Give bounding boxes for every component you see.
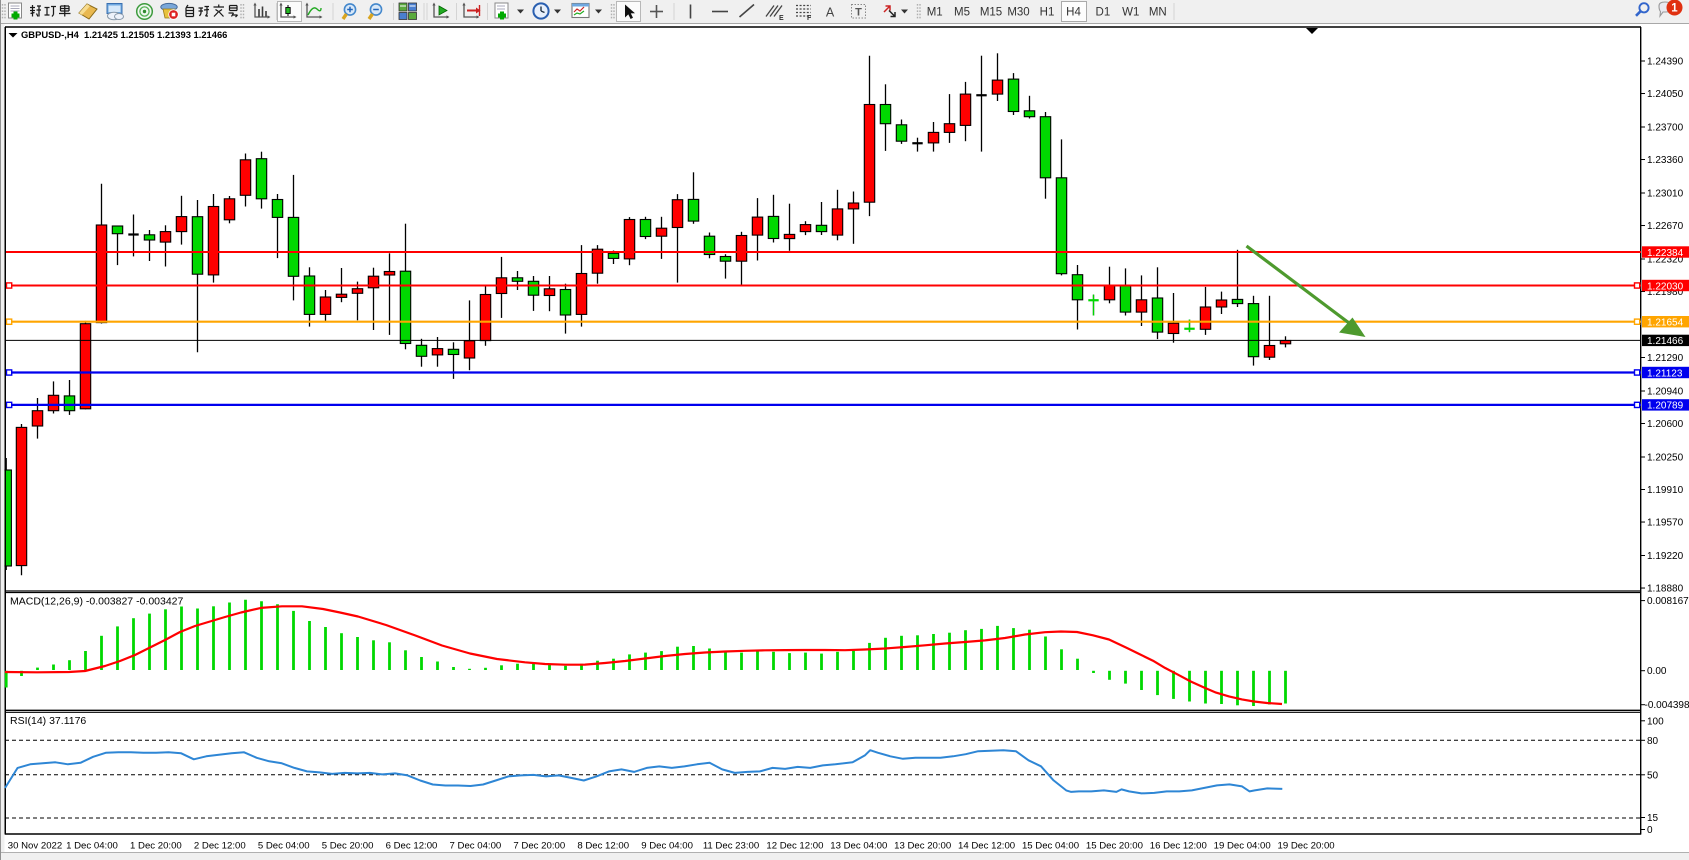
svg-text:30 Nov 2022: 30 Nov 2022	[8, 841, 62, 852]
svg-text:16 Dec 12:00: 16 Dec 12:00	[1150, 841, 1207, 852]
svg-text:A: A	[826, 6, 835, 20]
svg-text:M5: M5	[954, 7, 970, 19]
svg-text:14 Dec 12:00: 14 Dec 12:00	[958, 841, 1015, 852]
svg-text:1.22320: 1.22320	[1647, 254, 1684, 265]
svg-text:7 Dec 04:00: 7 Dec 04:00	[450, 841, 502, 852]
svg-text:5 Dec 20:00: 5 Dec 20:00	[322, 841, 374, 852]
svg-text:11 Dec 23:00: 11 Dec 23:00	[703, 841, 759, 852]
svg-text:13 Dec 20:00: 13 Dec 20:00	[894, 841, 951, 852]
svg-text:2 Dec 12:00: 2 Dec 12:00	[194, 841, 246, 852]
svg-text:12 Dec 12:00: 12 Dec 12:00	[766, 841, 823, 852]
svg-text:1.18880: 1.18880	[1647, 584, 1684, 595]
svg-text:6 Dec 12:00: 6 Dec 12:00	[386, 841, 438, 852]
svg-text:1.21290: 1.21290	[1647, 353, 1684, 364]
svg-text:7 Dec 20:00: 7 Dec 20:00	[513, 841, 565, 852]
svg-text:1.20789: 1.20789	[1647, 401, 1684, 412]
svg-text:5 Dec 04:00: 5 Dec 04:00	[258, 841, 310, 852]
svg-text:1.21654: 1.21654	[1647, 318, 1684, 329]
svg-text:1.20600: 1.20600	[1647, 419, 1684, 430]
svg-text:1.23700: 1.23700	[1647, 122, 1684, 133]
svg-text:100: 100	[1647, 716, 1664, 727]
svg-text:RSI(14) 37.1176: RSI(14) 37.1176	[10, 715, 86, 727]
svg-text:13 Dec 04:00: 13 Dec 04:00	[830, 841, 887, 852]
svg-text:1.21980: 1.21980	[1647, 287, 1684, 298]
svg-text:F: F	[807, 15, 812, 22]
svg-text:1: 1	[1671, 3, 1678, 15]
svg-text:E: E	[779, 15, 784, 22]
svg-text:1.20940: 1.20940	[1647, 386, 1684, 397]
svg-text:W1: W1	[1122, 7, 1139, 19]
svg-text:1.23360: 1.23360	[1647, 155, 1684, 166]
svg-text:1.21466: 1.21466	[1647, 336, 1684, 347]
svg-text:1.22384: 1.22384	[1647, 248, 1684, 259]
svg-text:1.24050: 1.24050	[1647, 89, 1684, 100]
svg-text:M1: M1	[927, 7, 943, 19]
svg-text:1 Dec 20:00: 1 Dec 20:00	[130, 841, 182, 852]
svg-text:GBPUSD-,H4 1.21425 1.21505 1.: GBPUSD-,H4 1.21425 1.21505 1.21393 1.214…	[21, 29, 227, 40]
svg-text:8 Dec 12:00: 8 Dec 12:00	[577, 841, 629, 852]
svg-text:0.008167: 0.008167	[1647, 596, 1689, 607]
svg-text:1.21123: 1.21123	[1647, 368, 1683, 379]
svg-text:MACD(12,26,9) -0.003827 -0.003: MACD(12,26,9) -0.003827 -0.003427	[10, 596, 184, 608]
svg-text:1.19570: 1.19570	[1647, 518, 1684, 529]
svg-text:-0.004398: -0.004398	[1645, 700, 1689, 711]
svg-text:19 Dec 20:00: 19 Dec 20:00	[1278, 841, 1335, 852]
svg-text:H1: H1	[1040, 7, 1055, 19]
svg-text:M30: M30	[1007, 7, 1029, 19]
svg-text:1.24390: 1.24390	[1647, 57, 1684, 68]
svg-text:1.22030: 1.22030	[1647, 281, 1684, 292]
svg-text:15 Dec 20:00: 15 Dec 20:00	[1086, 841, 1143, 852]
svg-text:0.00: 0.00	[1647, 666, 1667, 677]
svg-text:M15: M15	[980, 7, 1002, 19]
svg-text:1.22670: 1.22670	[1647, 221, 1684, 232]
svg-text:19 Dec 04:00: 19 Dec 04:00	[1214, 841, 1271, 852]
svg-text:D1: D1	[1096, 7, 1111, 19]
svg-text:50: 50	[1647, 770, 1659, 781]
svg-text:1.19910: 1.19910	[1647, 485, 1684, 496]
svg-text:MN: MN	[1149, 7, 1167, 19]
svg-text:80: 80	[1647, 736, 1659, 747]
svg-text:9 Dec 04:00: 9 Dec 04:00	[641, 841, 693, 852]
svg-text:15 Dec 04:00: 15 Dec 04:00	[1022, 841, 1079, 852]
svg-text:T: T	[855, 7, 862, 19]
svg-text:15: 15	[1647, 813, 1659, 824]
svg-text:1.20250: 1.20250	[1647, 452, 1684, 463]
svg-text:1.23010: 1.23010	[1647, 188, 1684, 199]
svg-text:1.19220: 1.19220	[1647, 551, 1684, 562]
svg-text:0: 0	[1647, 825, 1653, 836]
svg-text:H4: H4	[1066, 7, 1081, 19]
svg-text:1 Dec 04:00: 1 Dec 04:00	[66, 841, 118, 852]
